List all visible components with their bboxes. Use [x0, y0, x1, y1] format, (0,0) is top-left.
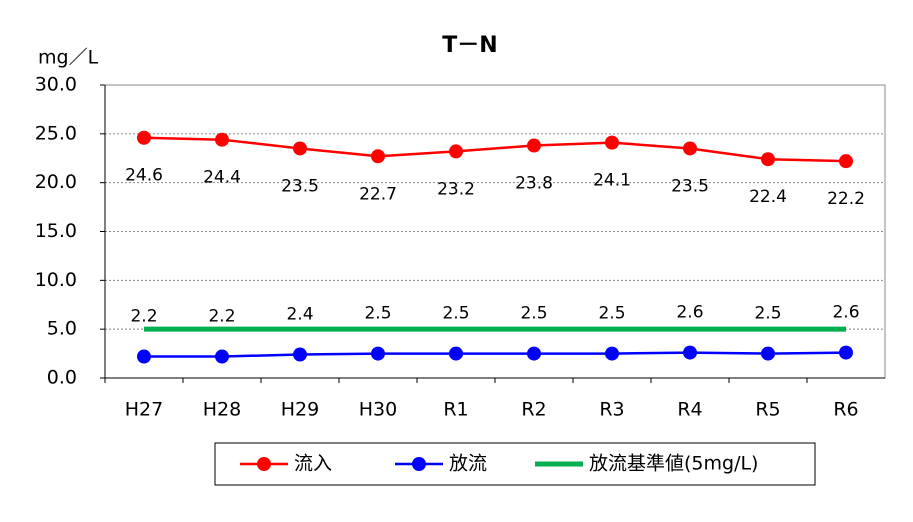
data-label: 22.2 — [827, 189, 865, 209]
data-label: 23.5 — [671, 176, 709, 196]
data-point — [215, 349, 229, 364]
y-tick-label: 5.0 — [47, 318, 77, 340]
data-point — [293, 141, 307, 156]
legend-marker — [257, 457, 271, 471]
y-tick-label: 10.0 — [35, 269, 77, 291]
data-label: 24.1 — [593, 171, 631, 191]
data-point — [761, 346, 775, 361]
data-point — [683, 345, 697, 360]
y-axis-label: mg／L — [38, 47, 99, 69]
data-point — [449, 144, 463, 159]
x-tick-label: R5 — [755, 399, 780, 421]
data-point — [839, 345, 853, 360]
data-point — [371, 149, 385, 164]
data-point — [761, 152, 775, 167]
data-label: 24.6 — [125, 166, 163, 186]
data-point — [449, 346, 463, 361]
series-line — [144, 351, 847, 358]
x-tick-label: R1 — [443, 399, 468, 421]
data-point — [527, 138, 541, 153]
legend-box — [214, 442, 816, 486]
data-point — [839, 154, 853, 169]
data-label: 2.6 — [832, 303, 859, 323]
data-point — [605, 346, 619, 361]
data-point — [137, 130, 151, 145]
series-line — [143, 136, 847, 163]
legend-label: 放流 — [449, 453, 487, 475]
x-tick-label: R6 — [833, 399, 858, 421]
data-label: 2.5 — [598, 304, 625, 324]
x-tick-label: R2 — [521, 399, 546, 421]
legend-label: 流入 — [294, 453, 332, 475]
legend-marker — [412, 457, 426, 471]
x-tick-label: H30 — [359, 399, 397, 421]
data-label: 2.5 — [364, 304, 391, 324]
y-tick-label: 25.0 — [35, 122, 77, 144]
data-label: 2.5 — [520, 304, 547, 324]
data-point — [683, 141, 697, 156]
data-label: 2.2 — [130, 307, 157, 327]
data-label: 23.5 — [281, 176, 319, 196]
data-label: 22.7 — [359, 184, 397, 204]
data-label: 23.2 — [437, 179, 475, 199]
y-tick-label: 30.0 — [35, 74, 77, 96]
data-point — [293, 347, 307, 362]
data-label: 2.2 — [208, 307, 235, 327]
data-label: 2.5 — [442, 304, 469, 324]
x-tick-label: H29 — [281, 399, 319, 421]
data-label: 2.6 — [676, 303, 703, 323]
legend-label: 放流基準値(5mg/L) — [589, 453, 758, 475]
y-tick-label: 20.0 — [35, 171, 77, 193]
data-point — [215, 132, 229, 147]
data-label: 22.4 — [749, 187, 787, 207]
chart-title: T－N — [442, 33, 497, 58]
y-tick-label: 0.0 — [47, 367, 77, 389]
data-label: 2.5 — [754, 304, 781, 324]
data-point — [527, 346, 541, 361]
x-tick-label: H28 — [203, 399, 241, 421]
x-tick-label: H27 — [125, 399, 163, 421]
data-label: 23.8 — [515, 174, 553, 194]
data-point — [605, 135, 619, 150]
y-tick-label: 15.0 — [35, 220, 77, 242]
data-point — [137, 349, 151, 364]
data-label: 2.4 — [286, 305, 313, 325]
data-point — [371, 346, 385, 361]
x-tick-label: R3 — [599, 399, 624, 421]
x-tick-label: R4 — [677, 399, 702, 421]
data-label: 24.4 — [203, 168, 241, 188]
